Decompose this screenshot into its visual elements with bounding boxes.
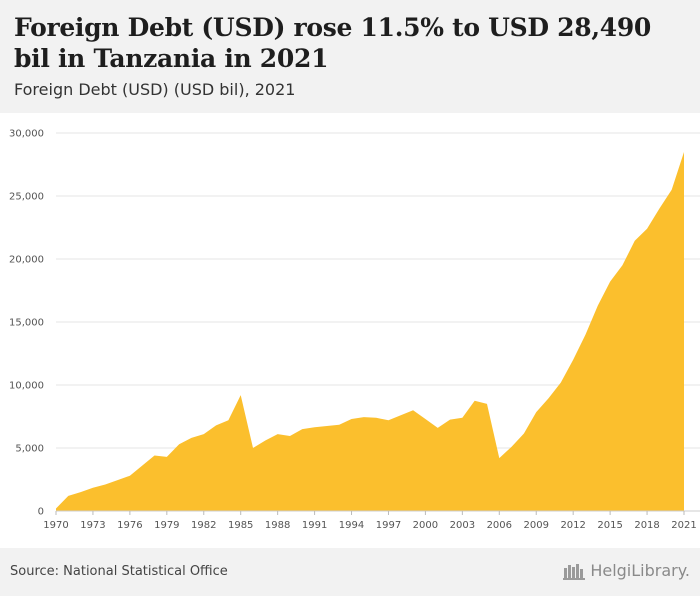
footer: Source: National Statistical Office Helg… bbox=[0, 548, 700, 596]
area-chart: 0 5,000 10,000 15,000 20,000 25,000 30,000 197… bbox=[9, 129, 700, 531]
x-tick-label: 2012 bbox=[560, 520, 585, 531]
x-tick-label: 1988 bbox=[265, 520, 290, 531]
library-icon bbox=[563, 563, 586, 580]
source-note: Source: National Statistical Office bbox=[10, 564, 228, 579]
chart-title: Foreign Debt (USD) rose 11.5% to USD 28,… bbox=[14, 13, 652, 73]
y-tick-label: 25,000 bbox=[9, 192, 44, 203]
x-tick-label: 2000 bbox=[413, 520, 438, 531]
x-tick-label: 2021 bbox=[671, 520, 696, 531]
y-tick-label: 30,000 bbox=[9, 129, 44, 140]
chart-subtitle: Foreign Debt (USD) (USD bil), 2021 bbox=[14, 80, 296, 99]
x-tick-label: 1979 bbox=[154, 520, 179, 531]
header: Foreign Debt (USD) rose 11.5% to USD 28,… bbox=[0, 0, 700, 113]
x-tick-label: 1970 bbox=[43, 520, 68, 531]
y-tick-label: 20,000 bbox=[9, 255, 44, 266]
x-tick-label: 1991 bbox=[302, 520, 327, 531]
foreign-debt-area bbox=[56, 152, 684, 511]
x-tick-label: 1994 bbox=[339, 520, 364, 531]
y-tick-label: 15,000 bbox=[9, 318, 44, 329]
x-tick-label: 2015 bbox=[597, 520, 622, 531]
x-tick-label: 1982 bbox=[191, 520, 216, 531]
x-tick-label: 2006 bbox=[487, 520, 512, 531]
x-axis-ticks: 1970 1973 1976 1979 1982 1985 1988 1991 1994 1997… bbox=[43, 511, 697, 531]
y-tick-label: 0 bbox=[38, 507, 44, 518]
x-tick-label: 1997 bbox=[376, 520, 401, 531]
y-tick-label: 5,000 bbox=[15, 444, 44, 455]
brand-logo[interactable]: HelgiLibrary. bbox=[563, 561, 690, 580]
x-tick-label: 1985 bbox=[228, 520, 253, 531]
x-tick-label: 1976 bbox=[117, 520, 142, 531]
x-tick-label: 2009 bbox=[524, 520, 549, 531]
y-axis-ticks: 0 5,000 10,000 15,000 20,000 25,000 30,000 bbox=[9, 129, 44, 518]
y-tick-label: 10,000 bbox=[9, 381, 44, 392]
x-tick-label: 2003 bbox=[450, 520, 475, 531]
x-tick-label: 1973 bbox=[80, 520, 105, 531]
x-tick-label: 2018 bbox=[634, 520, 659, 531]
brand-name: HelgiLibrary. bbox=[590, 561, 690, 580]
